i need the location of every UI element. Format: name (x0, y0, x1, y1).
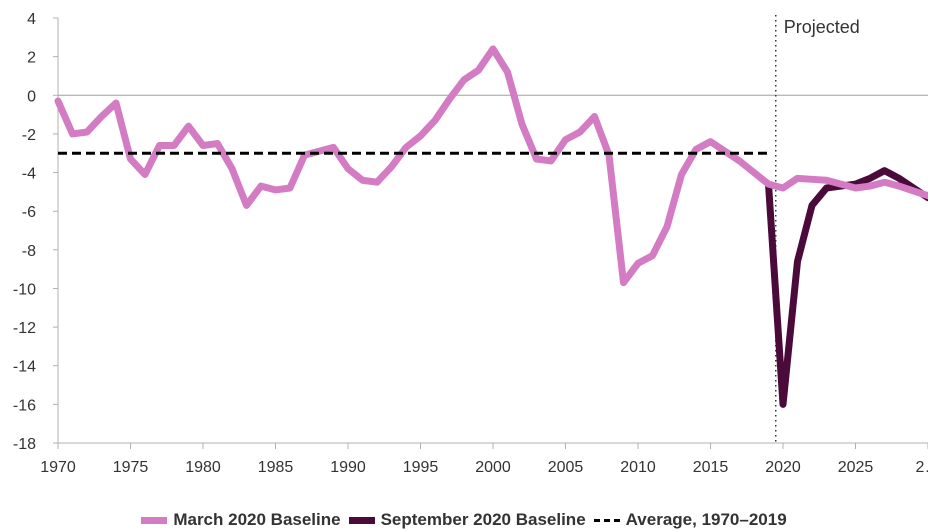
x-tick-label: 1980 (185, 459, 221, 476)
x-tick-label: 1990 (330, 459, 366, 476)
x-tick-label: 2000 (475, 459, 511, 476)
projected-annotation: Projected (784, 17, 860, 37)
y-tick-label: -16 (13, 397, 36, 414)
x-tick-label: 2… (916, 459, 928, 476)
x-tick-label: 1970 (40, 459, 76, 476)
x-tick-label: 2020 (765, 459, 801, 476)
y-tick-label: 4 (27, 11, 36, 28)
x-tick-label: 1995 (403, 459, 439, 476)
y-tick-label: -10 (13, 281, 36, 298)
y-tick-label: -18 (13, 436, 36, 453)
legend-label-september-2020: September 2020 Baseline (380, 510, 586, 529)
y-tick-label: -12 (13, 320, 36, 337)
legend-item-september-2020: September 2020 Baseline (348, 510, 586, 530)
legend-label-average: Average, 1970–2019 (625, 510, 787, 529)
legend-swatch-september-2020 (348, 516, 375, 524)
x-tick-label: 1985 (258, 459, 294, 476)
legend-swatch-average (593, 518, 620, 522)
legend-swatch-march-2020 (141, 516, 168, 524)
legend-item-march-2020: March 2020 Baseline (141, 510, 341, 530)
chart-legend: March 2020 Baseline September 2020 Basel… (0, 509, 928, 531)
x-tick-label: 2005 (548, 459, 584, 476)
y-tick-label: -6 (22, 204, 36, 221)
x-tick-label: 2010 (620, 459, 656, 476)
y-tick-label: -4 (22, 166, 36, 183)
legend-item-average: Average, 1970–2019 (593, 510, 787, 530)
x-axis-ticks: 1970 1975 1980 1985 1990 1995 2000 2005 2010 2015… (40, 443, 928, 476)
y-tick-label: -8 (22, 243, 36, 260)
deficit-line-chart: 420-2-4-6-8-10-12-14-16-18 1970 1975 1980 1… (13, 11, 928, 476)
y-tick-label: -2 (22, 127, 36, 144)
y-tick-label: 0 (27, 88, 36, 105)
chart-axes (57, 18, 928, 444)
chart-series (54, 15, 928, 443)
y-tick-label: 2 (27, 50, 36, 67)
x-tick-label: 1975 (113, 459, 149, 476)
y-axis-ticks: 4 2 0 -2 -4 -6 -8 -10 -12 -14 -16 -18 (13, 11, 58, 453)
legend-label-march-2020: March 2020 Baseline (173, 510, 341, 529)
x-tick-label: 2015 (693, 459, 729, 476)
x-tick-label: 2025 (838, 459, 874, 476)
series-line-september-2020 (765, 167, 928, 408)
y-tick-label: -14 (13, 359, 36, 376)
series-line-march-2020 (54, 45, 928, 287)
